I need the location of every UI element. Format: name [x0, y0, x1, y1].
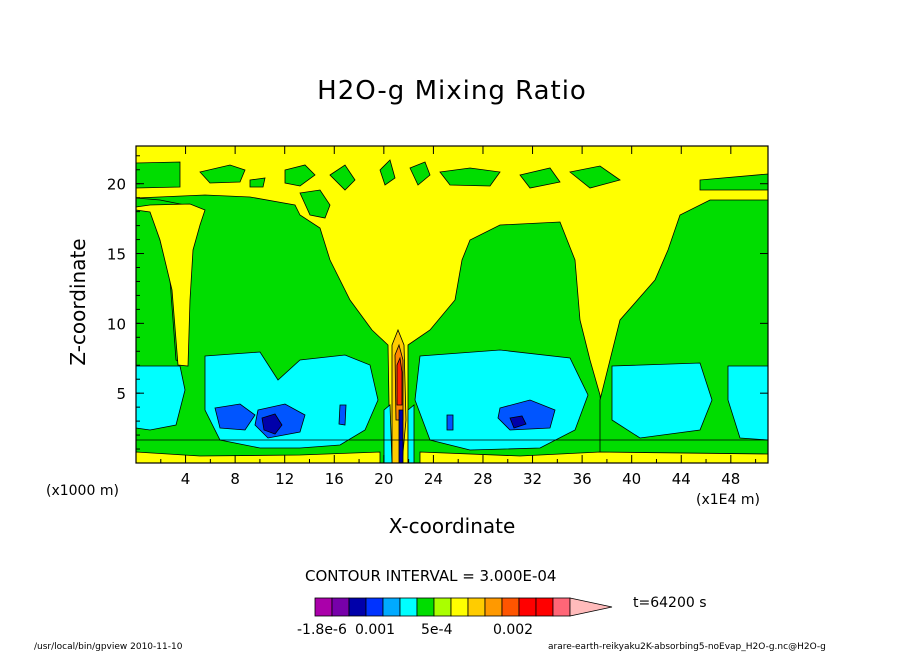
colorbar-label: -1.8e-6 — [297, 622, 347, 638]
colorbar-cell — [450, 597, 469, 617]
x-tick-label: 24 — [424, 470, 443, 488]
colorbar-cell — [535, 597, 554, 617]
footer-right: arare-earth-reikyaku2K-absorbing5-noEvap… — [548, 642, 826, 652]
y-tick-label: 15 — [107, 246, 126, 264]
x-tick-label: 40 — [622, 470, 641, 488]
colorbar-label: 0.001 — [355, 622, 396, 638]
contour-field — [136, 146, 768, 463]
x-tick-label: 12 — [275, 470, 294, 488]
colorbar-extend-arrow — [569, 597, 613, 617]
colorbar-cell — [365, 597, 384, 617]
contour-interval: CONTOUR INTERVAL = 3.000E-04 — [305, 567, 557, 585]
x-tick-label: 28 — [473, 470, 492, 488]
y-axis-label: Z-coordinate — [66, 238, 90, 366]
colorbar-cell — [331, 597, 350, 617]
plot-frame — [135, 145, 769, 464]
chart-title: H2O-g Mixing Ratio — [317, 76, 587, 106]
colorbar-cell — [501, 597, 520, 617]
x-axis: 4 8 12 16 20 24 28 32 36 40 44 48 — [160, 146, 757, 488]
y-axis: 5 10 15 20 — [107, 155, 768, 450]
colorbar-cell — [433, 597, 452, 617]
colorbar-cell — [552, 597, 571, 617]
time-label: t=64200 s — [633, 595, 707, 611]
x-tick-label: 8 — [230, 470, 240, 488]
colorbar-cell — [314, 597, 333, 617]
colorbar-cell — [382, 597, 401, 617]
colorbar-cell — [416, 597, 435, 617]
x-tick-label: 32 — [523, 470, 542, 488]
x-tick-label: 48 — [721, 470, 740, 488]
y-tick-label: 20 — [107, 176, 126, 194]
colorbar-label: 0.002 — [493, 622, 534, 638]
colorbar-cell — [467, 597, 486, 617]
x-tick-label: 44 — [672, 470, 691, 488]
colorbar-cell — [399, 597, 418, 617]
x-tick-label: 36 — [573, 470, 592, 488]
x-axis-label: X-coordinate — [388, 514, 516, 538]
y-unit-label: (x1000 m) — [46, 483, 119, 499]
colorbar-cell — [348, 597, 367, 617]
x-unit-label: (x1E4 m) — [696, 492, 760, 508]
x-tick-label: 4 — [181, 470, 191, 488]
footer-left: /usr/local/bin/gpview 2010-11-10 — [34, 642, 183, 652]
colorbar — [314, 597, 613, 617]
colorbar-cell — [518, 597, 537, 617]
y-tick-label: 10 — [107, 315, 126, 333]
colorbar-label: 5e-4 — [421, 622, 453, 638]
y-tick-label: 5 — [116, 385, 126, 403]
x-tick-label: 20 — [374, 470, 393, 488]
colorbar-cell — [484, 597, 503, 617]
x-tick-label: 16 — [325, 470, 344, 488]
